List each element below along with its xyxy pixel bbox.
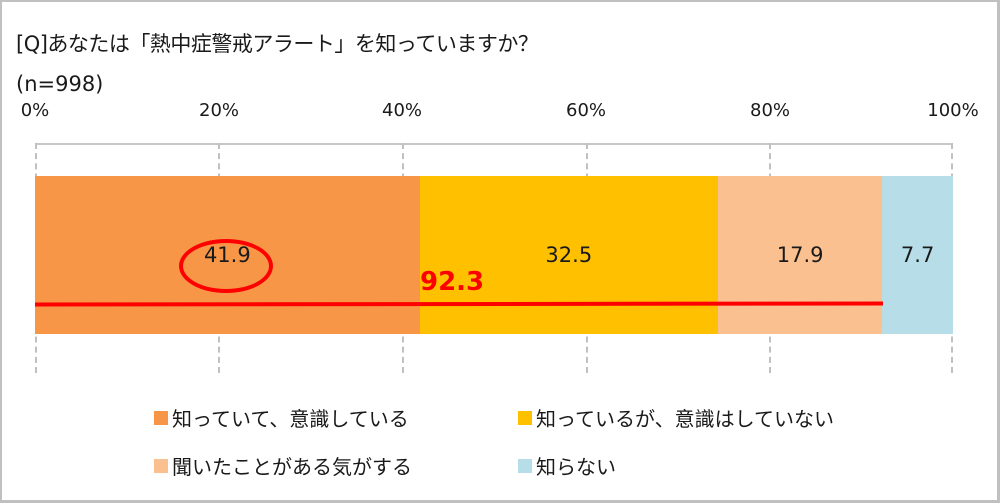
legend-item: 知っているが、意識はしていない <box>518 403 834 432</box>
legend-label: 知っていて、意識している <box>172 407 409 431</box>
segment-value: 32.5 <box>545 243 593 267</box>
x-tick-label: 20% <box>198 100 240 121</box>
bar-segment-heard-of: 17.9 <box>717 176 883 334</box>
legend-item: 知っていて、意識している <box>154 403 409 432</box>
legend-swatch-icon <box>518 458 532 473</box>
legend-swatch-icon <box>154 410 168 425</box>
plot-area: 41.9 32.5 17.9 7.7 92.3 <box>35 143 953 373</box>
legend-label: 知らない <box>536 455 616 479</box>
legend-item: 知らない <box>518 451 616 480</box>
legend-swatch-icon <box>518 410 532 425</box>
legend-swatch-icon <box>154 458 168 473</box>
segment-value: 17.9 <box>776 243 824 267</box>
legend-label: 知っているが、意識はしていない <box>536 407 834 431</box>
sample-size: (n=998) <box>16 72 104 96</box>
chart-title: [Q]あなたは「熱中症警戒アラート」を知っていますか？ <box>16 32 539 56</box>
x-tick-label: 80% <box>749 100 791 121</box>
x-tick-label: 100% <box>927 100 979 121</box>
plot-top-border <box>35 143 953 145</box>
x-tick-label: 40% <box>381 100 423 121</box>
x-tick-label: 60% <box>565 100 607 121</box>
bar-segment-aware-not-conscious: 32.5 <box>419 176 718 334</box>
legend-label: 聞いたことがある気がする <box>172 455 412 479</box>
legend-item: 聞いたことがある気がする <box>154 451 412 480</box>
segment-value: 7.7 <box>900 243 935 267</box>
stacked-bar: 41.9 32.5 17.9 7.7 <box>35 176 953 334</box>
bar-segment-unaware: 7.7 <box>882 176 953 334</box>
highlight-circle <box>179 239 273 293</box>
total-annotation: 92.3 <box>420 267 485 297</box>
x-tick-label: 0% <box>20 100 50 121</box>
